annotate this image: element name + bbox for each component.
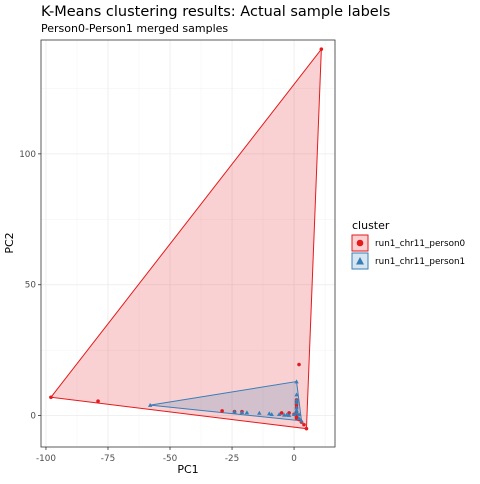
y-tick-label: 50 xyxy=(25,281,37,291)
x-tick-label: -75 xyxy=(101,454,115,464)
data-point xyxy=(302,422,306,427)
data-point xyxy=(49,395,53,400)
data-points xyxy=(49,47,324,431)
legend-marker xyxy=(356,257,364,265)
data-point xyxy=(319,47,324,51)
legend-marker xyxy=(356,239,364,247)
chart-title: K-Means clustering results: Actual sampl… xyxy=(41,4,390,20)
x-tick-label: -100 xyxy=(36,454,56,464)
data-point xyxy=(239,409,245,414)
data-point xyxy=(269,412,274,417)
legend: cluster run1_chr11_person0 run1_chr11_per… xyxy=(351,219,466,270)
data-point xyxy=(291,412,297,417)
data-point xyxy=(296,412,302,417)
data-point xyxy=(297,362,301,367)
legend-title: cluster xyxy=(352,219,390,232)
data-point xyxy=(294,392,299,397)
data-point xyxy=(294,379,299,384)
data-point xyxy=(276,412,282,417)
cluster-hulls xyxy=(49,47,322,430)
cluster-hull xyxy=(150,380,303,422)
x-tick-label: -50 xyxy=(163,454,178,464)
data-point xyxy=(294,408,299,413)
data-point xyxy=(294,410,299,415)
data-point xyxy=(96,399,100,403)
x-tick-label: 0 xyxy=(291,454,297,464)
plot-border xyxy=(40,39,336,448)
chart-subtitle: Person0-Person1 merged samples xyxy=(41,22,228,35)
data-point xyxy=(147,402,153,407)
data-point xyxy=(299,418,304,423)
data-point xyxy=(220,409,224,413)
data-point xyxy=(244,410,250,415)
data-point xyxy=(257,410,262,415)
y-tick-label: 100 xyxy=(19,150,36,160)
y-tick-label: 0 xyxy=(30,412,36,422)
data-point xyxy=(279,411,284,415)
legend-label: run1_chr11_person1 xyxy=(375,257,465,267)
data-point xyxy=(286,412,292,417)
data-point xyxy=(296,416,302,420)
axis-ticks: -100 -75 -50 -25 0 0 50 100 xyxy=(19,150,297,464)
data-point xyxy=(294,397,299,402)
y-axis-label: PC2 xyxy=(3,232,16,253)
cluster-hull xyxy=(49,47,322,430)
x-tick-label: -25 xyxy=(225,454,239,464)
data-point xyxy=(304,426,309,431)
data-point xyxy=(232,409,237,414)
legend-label: run1_chr11_person0 xyxy=(375,239,466,249)
plot-panel xyxy=(41,40,335,447)
data-point xyxy=(267,411,272,416)
data-point xyxy=(294,405,299,410)
x-axis-label: PC1 xyxy=(177,463,198,476)
data-point xyxy=(294,400,299,405)
